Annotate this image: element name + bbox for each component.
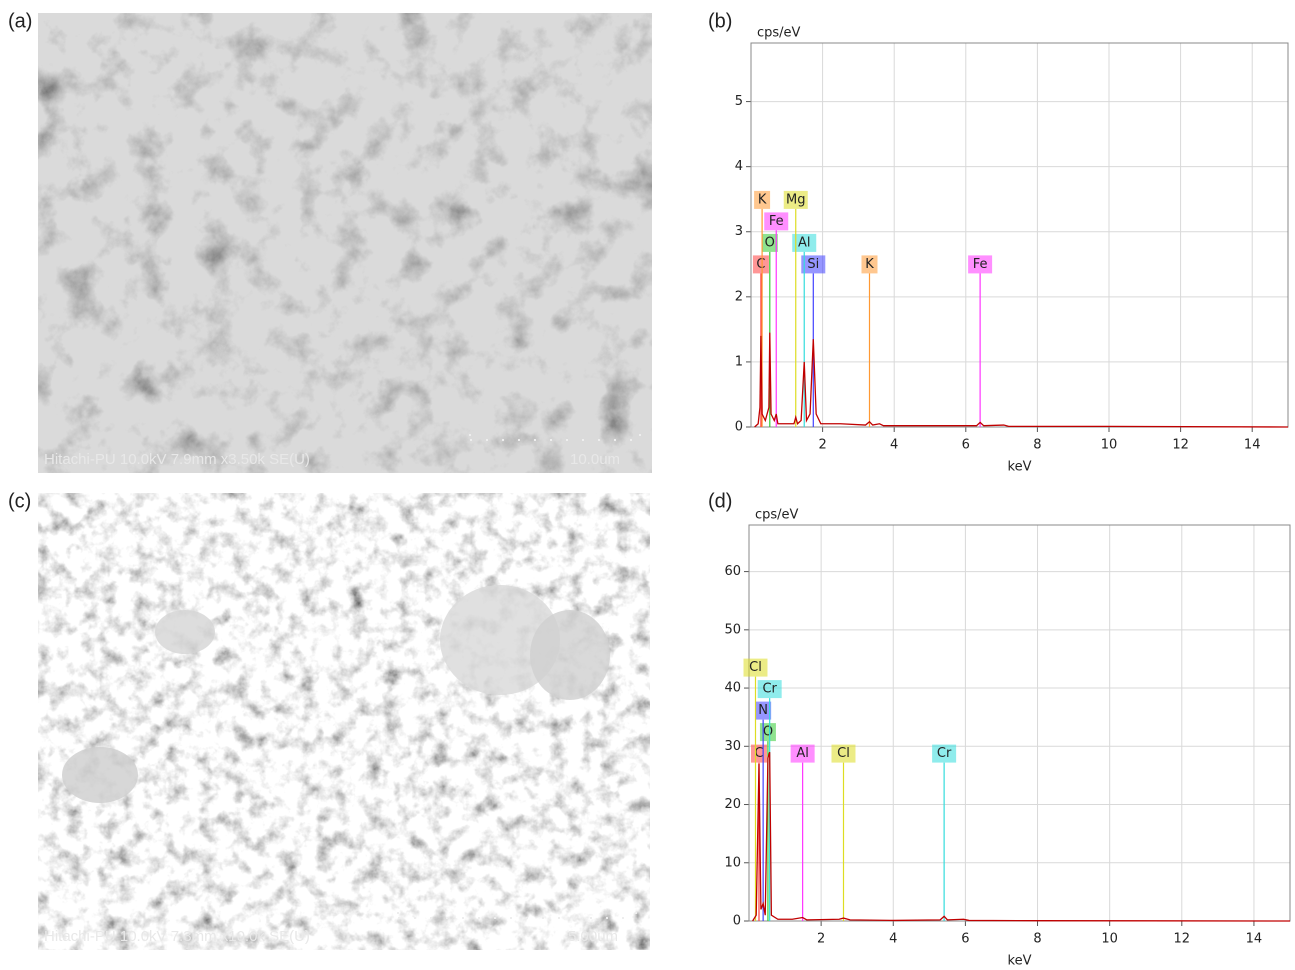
y-axis-label: cps/eV: [755, 508, 799, 523]
peak-label: Fe: [973, 257, 988, 272]
sem-caption: Hitachi-PU 10.0kV 7.3mm x10.0k SE(U): [44, 928, 310, 945]
peak-label: Al: [796, 746, 809, 761]
particle: [155, 610, 215, 654]
peak-label: N: [758, 703, 768, 718]
x-tick-label: 6: [962, 438, 970, 453]
peak-label: Cl: [837, 746, 850, 761]
peak-label: Al: [798, 235, 811, 250]
x-tick-label: 8: [1033, 932, 1041, 947]
sem-image: Hitachi-PU 10.0kV 7.9mm x3.50k SE(U) 10.…: [38, 13, 652, 473]
sem-image: Hitachi-PU 10.0kV 7.3mm x10.0k SE(U) 5.0…: [38, 493, 650, 950]
y-axis-label: cps/eV: [757, 26, 801, 41]
x-tick-label: 12: [1172, 438, 1189, 453]
x-tick-label: 2: [818, 438, 826, 453]
x-tick-label: 10: [1101, 438, 1118, 453]
peak-label: C: [756, 257, 765, 272]
y-tick-label: 40: [724, 681, 741, 696]
peak-label: Si: [807, 257, 819, 272]
sem-caption: Hitachi-PU 10.0kV 7.9mm x3.50k SE(U): [44, 451, 310, 468]
peak-label: O: [763, 725, 773, 740]
particle: [530, 610, 610, 700]
y-tick-label: 2: [735, 289, 743, 304]
plot-area: [749, 525, 1290, 921]
x-tick-label: 14: [1244, 438, 1261, 453]
peak-label: Cr: [762, 682, 777, 697]
panel-label: (a): [8, 10, 32, 32]
y-tick-label: 1: [735, 354, 743, 369]
x-tick-label: 4: [889, 932, 897, 947]
peak-label: O: [765, 235, 775, 250]
x-tick-label: 6: [961, 932, 969, 947]
panel-label: (c): [8, 490, 31, 512]
y-tick-label: 60: [724, 564, 741, 579]
y-tick-label: 0: [733, 914, 741, 929]
peak-label: K: [865, 257, 874, 272]
panel-label: (b): [708, 10, 732, 32]
x-axis-label: keV: [1008, 954, 1032, 969]
figure: (a) (b) (c) (d) Hitachi-PU 10.0kV 7.9mm …: [0, 0, 1295, 970]
sem-scale-label: 5.00um: [568, 928, 618, 945]
sem-texture: [38, 493, 650, 950]
x-tick-label: 4: [890, 438, 898, 453]
peak-label: Cr: [937, 746, 952, 761]
particle: [62, 747, 138, 803]
y-tick-label: 3: [735, 224, 743, 239]
y-tick-label: 4: [735, 159, 743, 174]
peak-label: Fe: [769, 214, 784, 229]
peak-label: Mg: [786, 192, 805, 207]
peak-label: Cl: [749, 660, 762, 675]
x-axis-label: keV: [1008, 460, 1032, 475]
x-tick-label: 10: [1101, 932, 1118, 947]
y-tick-label: 50: [724, 622, 741, 637]
y-tick-label: 10: [724, 855, 741, 870]
plot-area: [751, 43, 1288, 427]
panel-label: (d): [708, 490, 732, 512]
y-tick-label: 0: [735, 420, 743, 435]
y-tick-label: 20: [724, 797, 741, 812]
x-tick-label: 14: [1246, 932, 1263, 947]
x-tick-label: 2: [817, 932, 825, 947]
y-tick-label: 30: [724, 739, 741, 754]
x-tick-label: 12: [1174, 932, 1191, 947]
y-tick-label: 5: [735, 94, 743, 109]
sem-scale-label: 10.0um: [570, 451, 620, 468]
x-tick-label: 8: [1033, 438, 1041, 453]
sem-tint: [38, 13, 652, 473]
peak-label: K: [758, 192, 767, 207]
